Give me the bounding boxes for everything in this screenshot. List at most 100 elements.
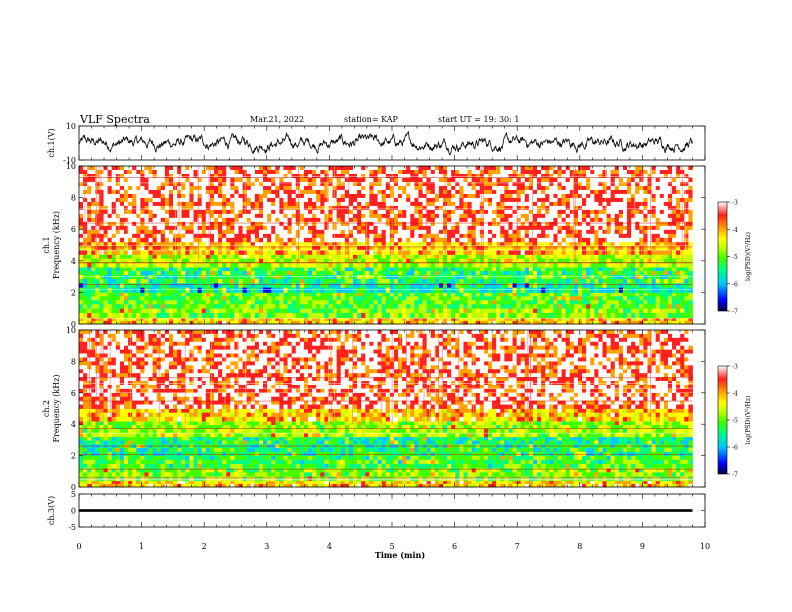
spectrogram-cell <box>553 304 558 309</box>
spectrogram-cell <box>406 254 411 260</box>
spectrogram-cell <box>467 209 473 215</box>
spectrogram-cell <box>618 209 624 215</box>
spectrogram-cell <box>152 271 158 276</box>
spectrogram-cell <box>361 275 366 280</box>
spectrogram-cell <box>532 246 538 251</box>
spectrogram-cell <box>541 287 546 293</box>
spectrogram-cell <box>565 177 571 183</box>
spectrogram-cell <box>676 197 681 203</box>
spectrogram-cell <box>688 308 693 314</box>
spectrogram-cell <box>164 304 170 309</box>
spectrogram-cell <box>410 271 415 276</box>
spectrogram-cell <box>283 173 288 179</box>
spectrogram-cell <box>267 241 272 247</box>
spectrogram-cell <box>594 246 599 251</box>
spectrogram-cell <box>263 267 268 272</box>
spectrogram-cell <box>483 296 489 301</box>
spectrogram-cell <box>369 312 374 319</box>
spectrogram-cell <box>271 241 276 247</box>
spectrogram-cell <box>160 287 166 293</box>
spectrogram-cell <box>152 185 158 191</box>
spectrogram-cell <box>410 197 415 203</box>
spectrogram-cell <box>123 169 129 175</box>
spectrogram-cell <box>512 197 518 203</box>
spectrogram-cell <box>385 271 391 276</box>
spectrogram-cell <box>672 173 677 179</box>
spectrogram-cell <box>222 181 227 187</box>
spectrogram-cell <box>324 169 329 175</box>
spectrogram-cell <box>263 209 268 215</box>
spectrogram-cell <box>663 254 669 260</box>
spectrogram-cell <box>569 275 575 280</box>
spectrogram-cell <box>598 169 603 175</box>
spectrogram-cell <box>582 193 587 199</box>
spectrogram-cell <box>340 246 346 251</box>
spectrogram-cell <box>385 197 391 203</box>
spectrogram-cell <box>627 189 632 195</box>
spectrogram-cell <box>357 166 362 171</box>
spectrogram-cell <box>181 278 186 284</box>
spectrogram-cell <box>496 312 501 319</box>
spectrogram-cell <box>672 197 677 203</box>
spectrogram-cell <box>434 317 440 322</box>
spectrogram-cell <box>622 262 628 268</box>
spectrogram-cell <box>332 320 338 325</box>
spectrogram-cell <box>283 262 288 268</box>
spectrogram-cell <box>463 262 468 268</box>
spectrogram-cell <box>91 185 96 191</box>
spectrogram-cell <box>132 275 137 280</box>
spectrogram-cell <box>83 300 88 305</box>
spectrogram-cell <box>602 304 607 309</box>
spectrogram-cell <box>614 267 620 272</box>
spectrogram-cell <box>185 213 190 219</box>
spectrogram-cell <box>336 317 342 322</box>
spectrogram-cell <box>557 201 562 207</box>
spectrogram-cell <box>414 296 419 301</box>
spectrogram-cell <box>663 278 669 284</box>
spectrogram-cell <box>177 304 182 309</box>
spectrogram-cell <box>283 193 288 199</box>
spectrogram-cell <box>295 312 301 319</box>
spectrogram-cell <box>545 173 550 179</box>
spectrogram-cell <box>602 258 607 264</box>
spectrogram-cell <box>381 185 387 191</box>
spectrogram-cell <box>365 267 370 272</box>
spectrogram-cell <box>500 320 505 325</box>
spectrogram-cell <box>144 201 149 207</box>
spectrogram-cell <box>455 185 460 191</box>
spectrogram-cell <box>537 209 542 215</box>
spectrogram-cell <box>590 193 595 199</box>
spectrogram-cell <box>79 296 84 301</box>
spectrogram-cell <box>353 267 358 272</box>
spectrogram-cell <box>95 278 100 284</box>
spectrogram-cell <box>209 275 215 280</box>
spectrogram-cell <box>193 282 199 289</box>
spectrogram-cell <box>684 201 689 207</box>
spectrogram-cell <box>561 250 567 255</box>
spectrogram-cell <box>185 197 190 203</box>
spectrogram-cell <box>132 213 137 219</box>
spectrogram-cell <box>340 258 346 264</box>
spectrogram-cell <box>83 173 88 179</box>
spectrogram-cell <box>639 292 644 297</box>
spectrogram-cell <box>119 169 125 175</box>
spectrogram-cell <box>553 267 558 272</box>
spectrogram-cell <box>312 201 317 207</box>
spectrogram-cell <box>532 197 538 203</box>
spectrogram-cell <box>258 201 264 207</box>
spectrogram-cell <box>459 300 464 305</box>
spectrogram-cell <box>369 278 374 284</box>
spectrogram-cell <box>688 320 693 325</box>
spectrogram-cell <box>357 282 362 289</box>
spectrogram-cell <box>79 201 84 207</box>
spectrogram-cell <box>553 308 558 314</box>
spectrogram-cell <box>83 312 88 319</box>
spectrogram-cell <box>353 308 358 314</box>
spectrogram-cell <box>246 169 252 175</box>
spectrogram-cell <box>156 177 162 183</box>
spectrogram-cell <box>467 205 473 211</box>
spectrogram-cell <box>115 296 121 301</box>
spectrogram-cell <box>218 213 223 219</box>
spectrogram-cell <box>238 250 243 255</box>
spectrogram-cell <box>524 267 530 272</box>
